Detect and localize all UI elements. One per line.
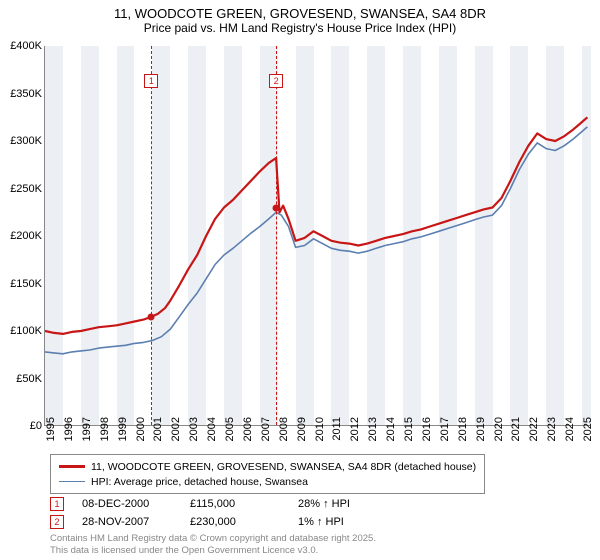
sale-dot: [273, 204, 280, 211]
y-tick-label: £50K: [0, 373, 42, 385]
sale-marker-box: 2: [269, 74, 283, 88]
sale-marker-line: [276, 46, 277, 425]
legend-row: HPI: Average price, detached house, Swan…: [59, 474, 476, 489]
sales-row-date: 28-NOV-2007: [82, 516, 172, 528]
legend-label: HPI: Average price, detached house, Swan…: [91, 476, 308, 488]
y-tick-label: £350K: [0, 88, 42, 100]
legend-row: 11, WOODCOTE GREEN, GROVESEND, SWANSEA, …: [59, 459, 476, 474]
x-tick-label: 2009: [296, 417, 308, 441]
x-tick-label: 2017: [439, 417, 451, 441]
x-tick-label: 2012: [349, 417, 361, 441]
x-tick-label: 1996: [63, 417, 75, 441]
sales-row-price: £230,000: [190, 516, 280, 528]
x-tick-label: 2023: [546, 417, 558, 441]
x-tick-label: 2006: [242, 417, 254, 441]
credits-line1: Contains HM Land Registry data © Crown c…: [50, 533, 376, 544]
sales-table: 1 08-DEC-2000 £115,000 28% ↑ HPI 2 28-NOV-200…: [50, 495, 388, 531]
sale-marker-line: [151, 46, 152, 425]
title-address: 11, WOODCOTE GREEN, GROVESEND, SWANSEA, …: [0, 6, 600, 21]
x-tick-label: 1995: [45, 417, 57, 441]
sales-row-price: £115,000: [190, 498, 280, 510]
x-tick-label: 2011: [331, 417, 343, 441]
chart-container: 11, WOODCOTE GREEN, GROVESEND, SWANSEA, …: [0, 0, 600, 560]
legend-swatch: [59, 465, 85, 467]
x-tick-label: 2021: [510, 417, 522, 441]
x-tick-label: 1999: [117, 417, 129, 441]
x-tick-label: 2022: [528, 417, 540, 441]
x-tick-label: 2025: [582, 417, 594, 441]
sale-dot: [148, 313, 155, 320]
x-tick-label: 2020: [493, 417, 505, 441]
series-price_paid: [45, 117, 587, 334]
y-tick-label: £250K: [0, 183, 42, 195]
sales-row: 1 08-DEC-2000 £115,000 28% ↑ HPI: [50, 495, 388, 513]
sales-row-marker: 2: [50, 515, 64, 529]
x-tick-label: 2019: [475, 417, 487, 441]
sales-row-diff: 1% ↑ HPI: [298, 516, 388, 528]
y-tick-label: £150K: [0, 278, 42, 290]
x-tick-label: 2010: [314, 417, 326, 441]
chart-title: 11, WOODCOTE GREEN, GROVESEND, SWANSEA, …: [0, 0, 600, 37]
x-tick-label: 2024: [564, 417, 576, 441]
y-tick-label: £200K: [0, 230, 42, 242]
x-tick-label: 1998: [99, 417, 111, 441]
y-tick-label: £0: [0, 420, 42, 432]
x-tick-label: 2000: [135, 417, 147, 441]
y-tick-label: £300K: [0, 135, 42, 147]
x-tick-label: 2013: [367, 417, 379, 441]
x-tick-label: 2003: [188, 417, 200, 441]
y-tick-label: £100K: [0, 325, 42, 337]
plot-area: 1995199619971998199920002001200220032004…: [44, 46, 590, 426]
x-tick-label: 2005: [224, 417, 236, 441]
x-tick-label: 2015: [403, 417, 415, 441]
x-tick-label: 2007: [260, 417, 272, 441]
x-tick-label: 2001: [152, 417, 164, 441]
credits: Contains HM Land Registry data © Crown c…: [50, 533, 376, 556]
sale-marker-box: 1: [144, 74, 158, 88]
legend-label: 11, WOODCOTE GREEN, GROVESEND, SWANSEA, …: [91, 461, 476, 473]
sales-row: 2 28-NOV-2007 £230,000 1% ↑ HPI: [50, 513, 388, 531]
x-tick-label: 1997: [81, 417, 93, 441]
x-tick-label: 2014: [385, 417, 397, 441]
line-layer: [45, 46, 591, 426]
x-tick-label: 2016: [421, 417, 433, 441]
x-tick-label: 2002: [170, 417, 182, 441]
sales-row-date: 08-DEC-2000: [82, 498, 172, 510]
legend: 11, WOODCOTE GREEN, GROVESEND, SWANSEA, …: [50, 454, 485, 494]
x-tick-label: 2008: [278, 417, 290, 441]
title-subtitle: Price paid vs. HM Land Registry's House …: [0, 21, 600, 35]
sales-row-marker: 1: [50, 497, 64, 511]
x-tick-label: 2004: [206, 417, 218, 441]
x-tick-label: 2018: [457, 417, 469, 441]
sales-row-diff: 28% ↑ HPI: [298, 498, 388, 510]
series-hpi: [45, 127, 587, 354]
y-tick-label: £400K: [0, 40, 42, 52]
legend-swatch: [59, 481, 85, 483]
credits-line2: This data is licensed under the Open Gov…: [50, 545, 376, 556]
